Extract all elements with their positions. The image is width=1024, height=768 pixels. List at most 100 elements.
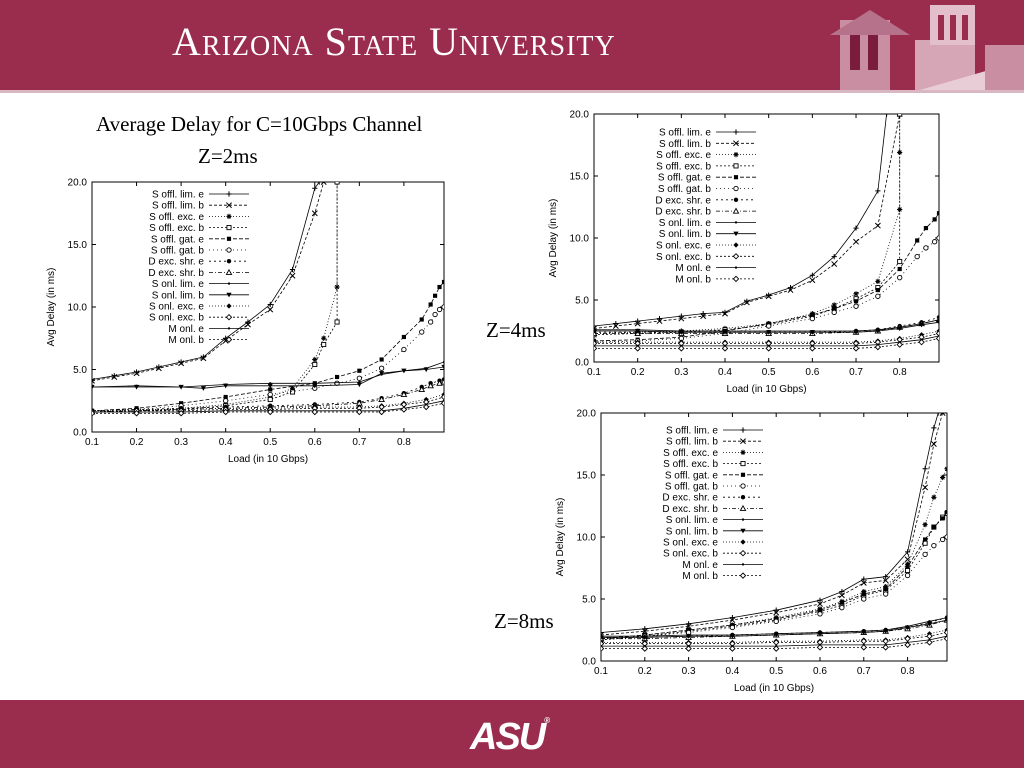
data-point [223,394,228,400]
data-point [817,611,823,617]
data-point [427,382,434,389]
legend-marker [741,563,745,566]
x-tick-label: 0.8 [901,666,915,677]
legend-label: S offl. exc. b [656,161,711,172]
data-point [923,537,928,542]
data-point [839,588,845,595]
data-point [914,253,920,260]
legend-marker [740,449,746,455]
data-point [601,645,605,652]
data-point [897,114,903,117]
data-point [897,275,903,281]
series-line [594,330,939,343]
data-point [722,330,728,335]
data-point [839,600,844,605]
data-point [729,615,735,621]
x-tick-label: 0.3 [682,666,696,677]
x-axis-label: Load (in 10 Gbps) [228,454,308,465]
data-point [765,345,772,352]
legend-marker [740,427,746,433]
x-tick-label: 0.7 [849,367,863,378]
y-tick-label: 15.0 [570,172,590,183]
legend-marker [225,336,233,343]
data-point [334,182,340,185]
data-point [831,309,837,316]
data-point [923,245,929,251]
data-point [853,291,859,297]
data-point [915,238,920,243]
plot-frame [593,113,940,363]
data-point [634,320,641,327]
legend-label: S onl. exc. e [663,538,718,549]
x-tick-label: 0.4 [725,666,739,677]
data-point [312,361,318,368]
data-point [883,574,889,580]
legend-marker [740,528,746,534]
data-point [904,556,911,563]
data-point [931,543,937,549]
data-point [874,343,882,351]
data-point [178,360,185,367]
legend-label: D exc. shr. b [662,504,718,515]
data-point [133,370,140,377]
data-point [809,277,816,284]
legend-marker [227,282,231,285]
data-point [334,319,340,325]
data-point [678,313,684,319]
legend-label: S offl. gat. e [658,173,712,184]
legend-marker [733,242,739,248]
data-point [787,285,794,291]
legend-marker [227,327,231,330]
series-line [601,632,947,645]
data-point [685,621,692,627]
data-point [379,357,384,362]
legend-marker [734,266,738,269]
legend-marker [740,472,746,477]
data-point [787,287,794,294]
data-point [773,632,779,638]
data-point [831,254,837,260]
legend-label: S onl. lim. b [659,229,712,240]
data-point [882,577,889,584]
data-point [918,338,925,346]
y-axis-label: Avg Delay (in ms) [46,268,57,347]
data-point [904,572,911,579]
data-point [321,335,327,341]
data-point [931,425,937,431]
data-point [111,374,118,380]
data-point [817,601,823,607]
data-point [423,367,429,373]
data-point [440,378,444,385]
z8-label: Z=8ms [494,609,554,633]
data-point [312,185,318,191]
data-point [853,303,859,309]
data-point [641,645,649,652]
data-point [874,222,881,229]
data-point [944,534,947,540]
data-point [816,644,824,651]
data-point [936,211,939,216]
data-point [940,516,945,521]
data-point [594,340,598,347]
data-point [133,410,140,417]
data-point [427,319,434,325]
data-point [935,335,939,342]
data-point [935,330,939,337]
data-point [860,644,868,651]
x-tick-label: 0.2 [638,666,652,677]
data-point [839,605,845,611]
data-point [422,403,430,411]
x-tick-label: 0.5 [762,367,776,378]
data-point [356,375,363,381]
data-point [685,645,692,652]
data-point [831,302,837,308]
data-point [267,391,273,398]
data-point [245,319,251,325]
data-point [267,301,273,308]
data-point [311,408,319,416]
data-point [939,413,946,416]
data-point [612,323,619,329]
data-point [678,345,685,352]
legend-label: M onl. b [675,274,711,285]
data-point [642,635,648,641]
